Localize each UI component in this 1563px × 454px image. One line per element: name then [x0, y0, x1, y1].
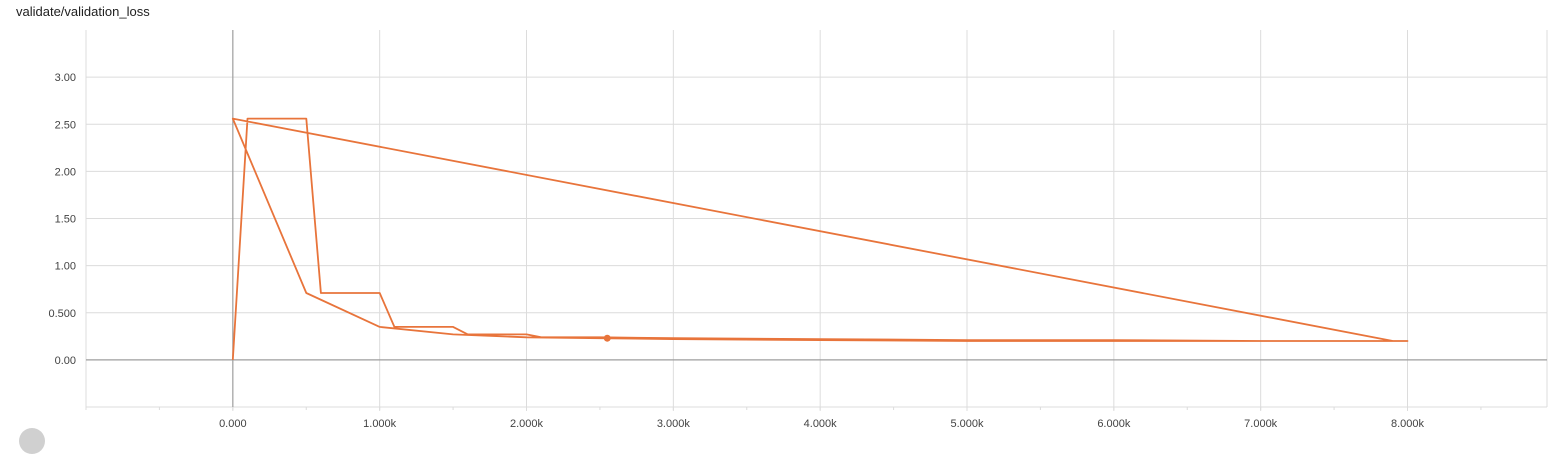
- chart-title: validate/validation_loss: [16, 4, 150, 19]
- x-tick-label: 2.000k: [510, 418, 544, 430]
- y-tick-label: 0.500: [48, 308, 76, 320]
- corner-badge[interactable]: [19, 428, 45, 454]
- y-tick-label: 1.50: [55, 214, 76, 226]
- y-tick-label: 2.50: [55, 119, 76, 131]
- x-tick-label: 8.000k: [1391, 418, 1425, 430]
- loss-series-line: [231, 117, 1409, 360]
- x-tick-label: 1.000k: [363, 418, 397, 430]
- axes: [86, 30, 1547, 407]
- x-tick-label: 4.000k: [804, 418, 838, 430]
- x-tick-label: 0.000: [219, 418, 247, 430]
- highlight-point: [603, 334, 611, 342]
- series-layer: [231, 117, 1409, 360]
- y-tick-label: 1.00: [55, 261, 76, 273]
- y-tick-label: 3.00: [55, 72, 76, 84]
- y-tick-label: 2.00: [55, 166, 76, 178]
- tick-labels: 0.000 1.000k 2.000k 3.000k 4.000k 5.000k 6.000…: [48, 72, 1424, 430]
- validation-loss-chart: 0.000 1.000k 2.000k 3.000k 4.000k 5.000k 6.000…: [48, 30, 1548, 430]
- x-tick-label: 7.000k: [1244, 418, 1278, 430]
- x-tick-label: 6.000k: [1097, 418, 1131, 430]
- x-tick-label: 3.000k: [657, 418, 691, 430]
- x-tick-label: 5.000k: [950, 418, 984, 430]
- y-tick-label: 0.00: [55, 355, 76, 367]
- grid: [85, 30, 1548, 411]
